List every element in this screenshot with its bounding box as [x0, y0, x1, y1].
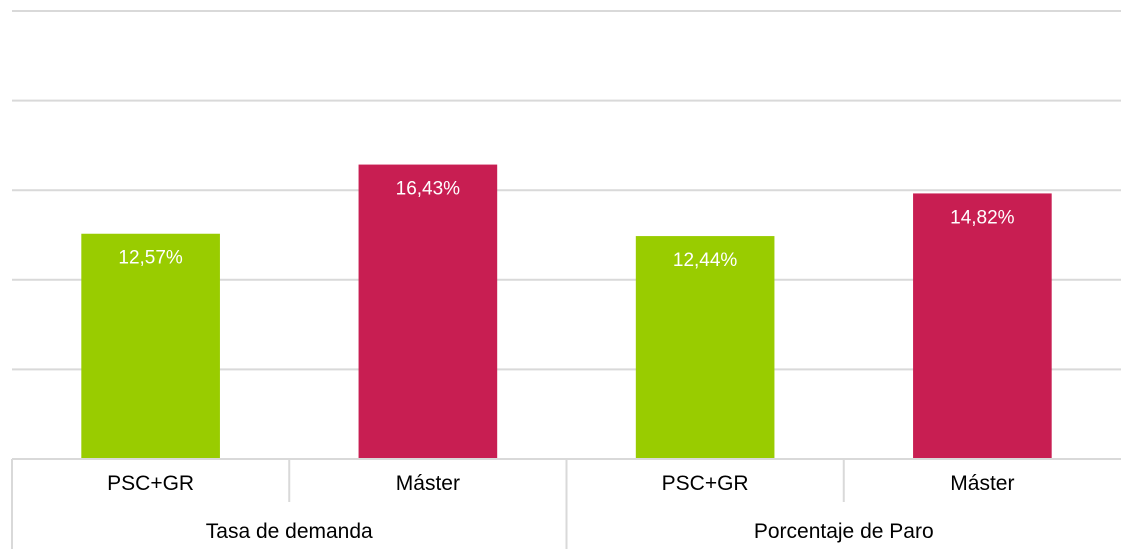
category-label: PSC+GR	[662, 472, 749, 495]
data-label: 12,44%	[673, 250, 738, 271]
bar	[913, 193, 1052, 459]
bar	[81, 233, 220, 459]
category-axis: PSC+GR Máster Tasa de demanda PSC+GR Máster P…	[11, 458, 1121, 549]
data-label: 14,82%	[950, 207, 1015, 228]
data-label: 16,43%	[396, 179, 461, 200]
bar	[635, 236, 775, 459]
category-label: PSC+GR	[107, 472, 194, 495]
data-labels: 12,57% 16,43% 12,44% 14,82%	[118, 179, 1014, 272]
data-label: 12,57%	[118, 248, 183, 269]
category-label: Máster	[950, 472, 1014, 495]
category-label: Máster	[396, 472, 460, 495]
group-label: Tasa de demanda	[206, 520, 373, 543]
bars	[81, 164, 1052, 459]
group-label: Porcentaje de Paro	[754, 520, 934, 543]
bar	[358, 164, 498, 459]
